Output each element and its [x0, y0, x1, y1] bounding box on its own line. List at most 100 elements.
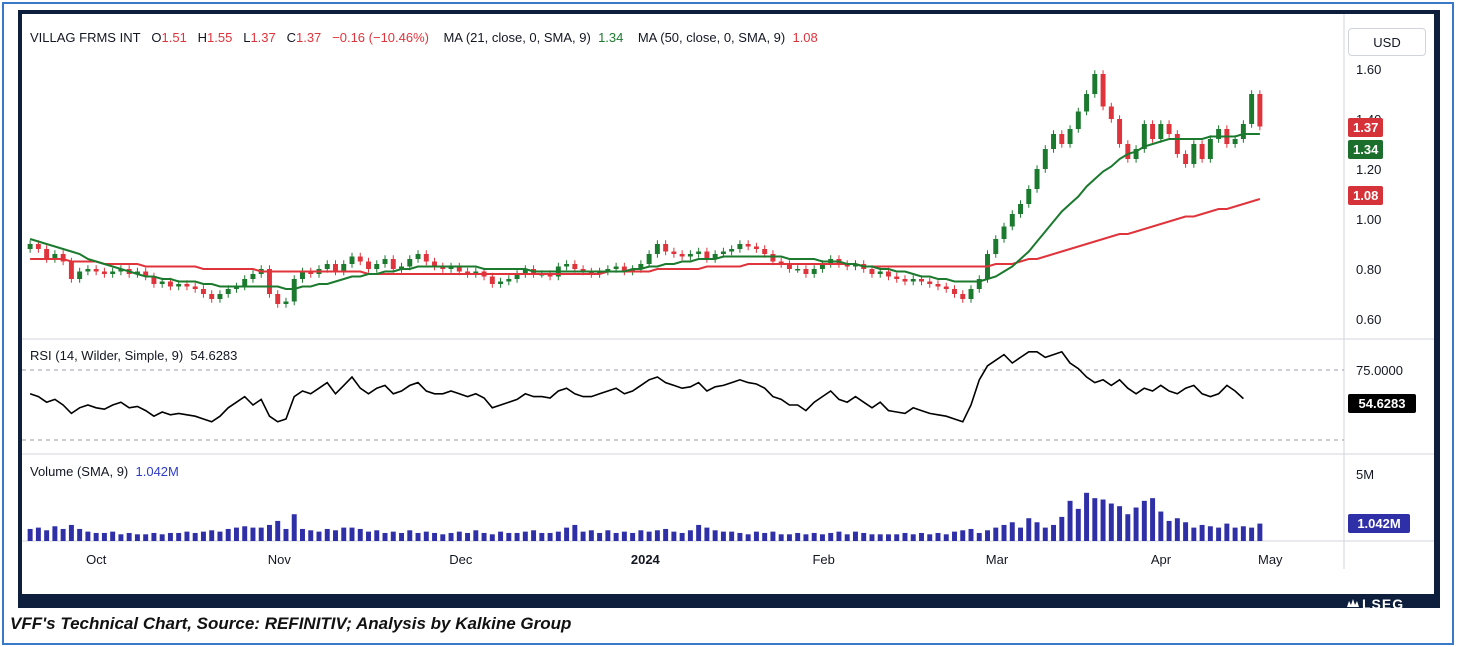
- volume-bar: [638, 530, 644, 541]
- volume-bar: [209, 530, 215, 541]
- volume-bar: [110, 531, 116, 541]
- volume-bar: [985, 530, 990, 541]
- ma21-line: [29, 133, 1260, 290]
- volume-bar: [366, 531, 371, 541]
- volume-value-tag: 1.042M: [1348, 514, 1410, 533]
- volume-bar: [1150, 498, 1156, 541]
- candle-body: [605, 269, 611, 272]
- volume-bar: [1051, 524, 1057, 541]
- volume-bar: [456, 531, 462, 541]
- volume-bar: [27, 528, 33, 541]
- volume-bar: [415, 532, 421, 541]
- candle-body: [440, 266, 446, 269]
- volume-bar: [77, 528, 83, 541]
- volume-bar: [1141, 500, 1147, 541]
- volume-bar: [85, 531, 91, 541]
- candle-body: [52, 254, 58, 259]
- candle-body: [729, 249, 735, 252]
- volume-bar: [952, 531, 957, 541]
- volume-bar: [968, 528, 974, 541]
- candle-body: [333, 264, 338, 272]
- legend-header: VILLAG FRMS INT O1.51 H1.55 L1.37 C1.37 …: [30, 30, 818, 45]
- volume-bar: [1108, 503, 1114, 541]
- volume-bar: [1257, 523, 1263, 541]
- candle-body: [27, 244, 33, 249]
- volume-bar: [514, 532, 520, 541]
- chart-panel: 0.600.801.001.201.401.6075.00005MOctNovD…: [22, 14, 1434, 594]
- volume-bar: [786, 534, 792, 541]
- candle-body: [159, 281, 165, 284]
- volume-bar: [696, 524, 702, 541]
- volume-bar: [778, 534, 784, 541]
- candle-body: [506, 279, 512, 282]
- volume-bar: [902, 532, 908, 541]
- chart-canvas: 0.600.801.001.201.401.6075.00005MOctNovD…: [22, 14, 1434, 569]
- rsi-line: [29, 350, 1244, 423]
- ma50-line: [30, 198, 1261, 275]
- candle-body: [910, 279, 916, 282]
- volume-bar: [151, 532, 157, 541]
- candle-body: [704, 251, 710, 259]
- candle-body: [341, 264, 347, 272]
- candle-body: [1051, 134, 1057, 149]
- candle-body: [1125, 144, 1131, 159]
- volume-bar: [852, 531, 858, 541]
- volume-bar: [547, 532, 553, 541]
- candle-body: [877, 271, 883, 274]
- candle-body: [399, 266, 405, 269]
- volume-bar: [654, 530, 660, 541]
- volume-bar: [1174, 518, 1180, 541]
- candle-body: [1207, 139, 1213, 159]
- candle-body: [209, 294, 215, 299]
- candle-body: [143, 271, 149, 277]
- candle-body: [564, 264, 570, 267]
- high-value: 1.55: [207, 30, 233, 45]
- candle-body: [844, 264, 850, 267]
- candle-body: [696, 251, 702, 254]
- candle-body: [489, 276, 495, 284]
- candle-body: [1084, 94, 1090, 112]
- candle-body: [852, 264, 858, 267]
- volume-bar: [217, 531, 223, 541]
- candle-body: [819, 264, 825, 269]
- volume-bar: [646, 531, 652, 541]
- candle-body: [242, 279, 248, 287]
- candle-body: [745, 244, 751, 247]
- candle-body: [1108, 106, 1114, 119]
- currency-button[interactable]: USD: [1348, 28, 1426, 56]
- volume-bar: [555, 531, 561, 541]
- candle-body: [324, 264, 330, 269]
- volume-bar: [1084, 492, 1090, 541]
- ma21-price-tag: 1.34: [1348, 140, 1384, 159]
- candle-body: [1001, 226, 1007, 239]
- volume-bar: [1183, 522, 1189, 541]
- volume-bar: [1232, 527, 1238, 541]
- candle-body: [778, 261, 784, 264]
- volume-bar: [737, 532, 743, 541]
- volume-bar: [960, 530, 966, 541]
- volume-bar: [481, 532, 487, 541]
- candle-body: [101, 271, 107, 274]
- candle-body: [811, 269, 817, 274]
- candle-body: [498, 281, 504, 284]
- candle-body: [1034, 169, 1040, 189]
- volume-bar: [1216, 527, 1222, 541]
- candle-body: [308, 271, 314, 274]
- volume-bar: [1009, 522, 1015, 541]
- candle-body: [85, 269, 91, 272]
- candle-body: [1059, 134, 1065, 144]
- volume-bar: [720, 531, 726, 541]
- time-tick-label: Mar: [986, 552, 1009, 567]
- volume-bar: [1075, 508, 1081, 541]
- volume-bar: [192, 532, 198, 541]
- volume-bar: [225, 528, 231, 541]
- candle-body: [1018, 204, 1024, 214]
- candle-body: [1150, 124, 1156, 139]
- candle-body: [300, 271, 305, 279]
- volume-bar: [93, 532, 99, 541]
- candle-body: [737, 244, 743, 249]
- candle-body: [935, 284, 941, 287]
- volume-bar: [861, 532, 867, 541]
- volume-bar: [1249, 527, 1255, 541]
- volume-bar: [927, 534, 933, 541]
